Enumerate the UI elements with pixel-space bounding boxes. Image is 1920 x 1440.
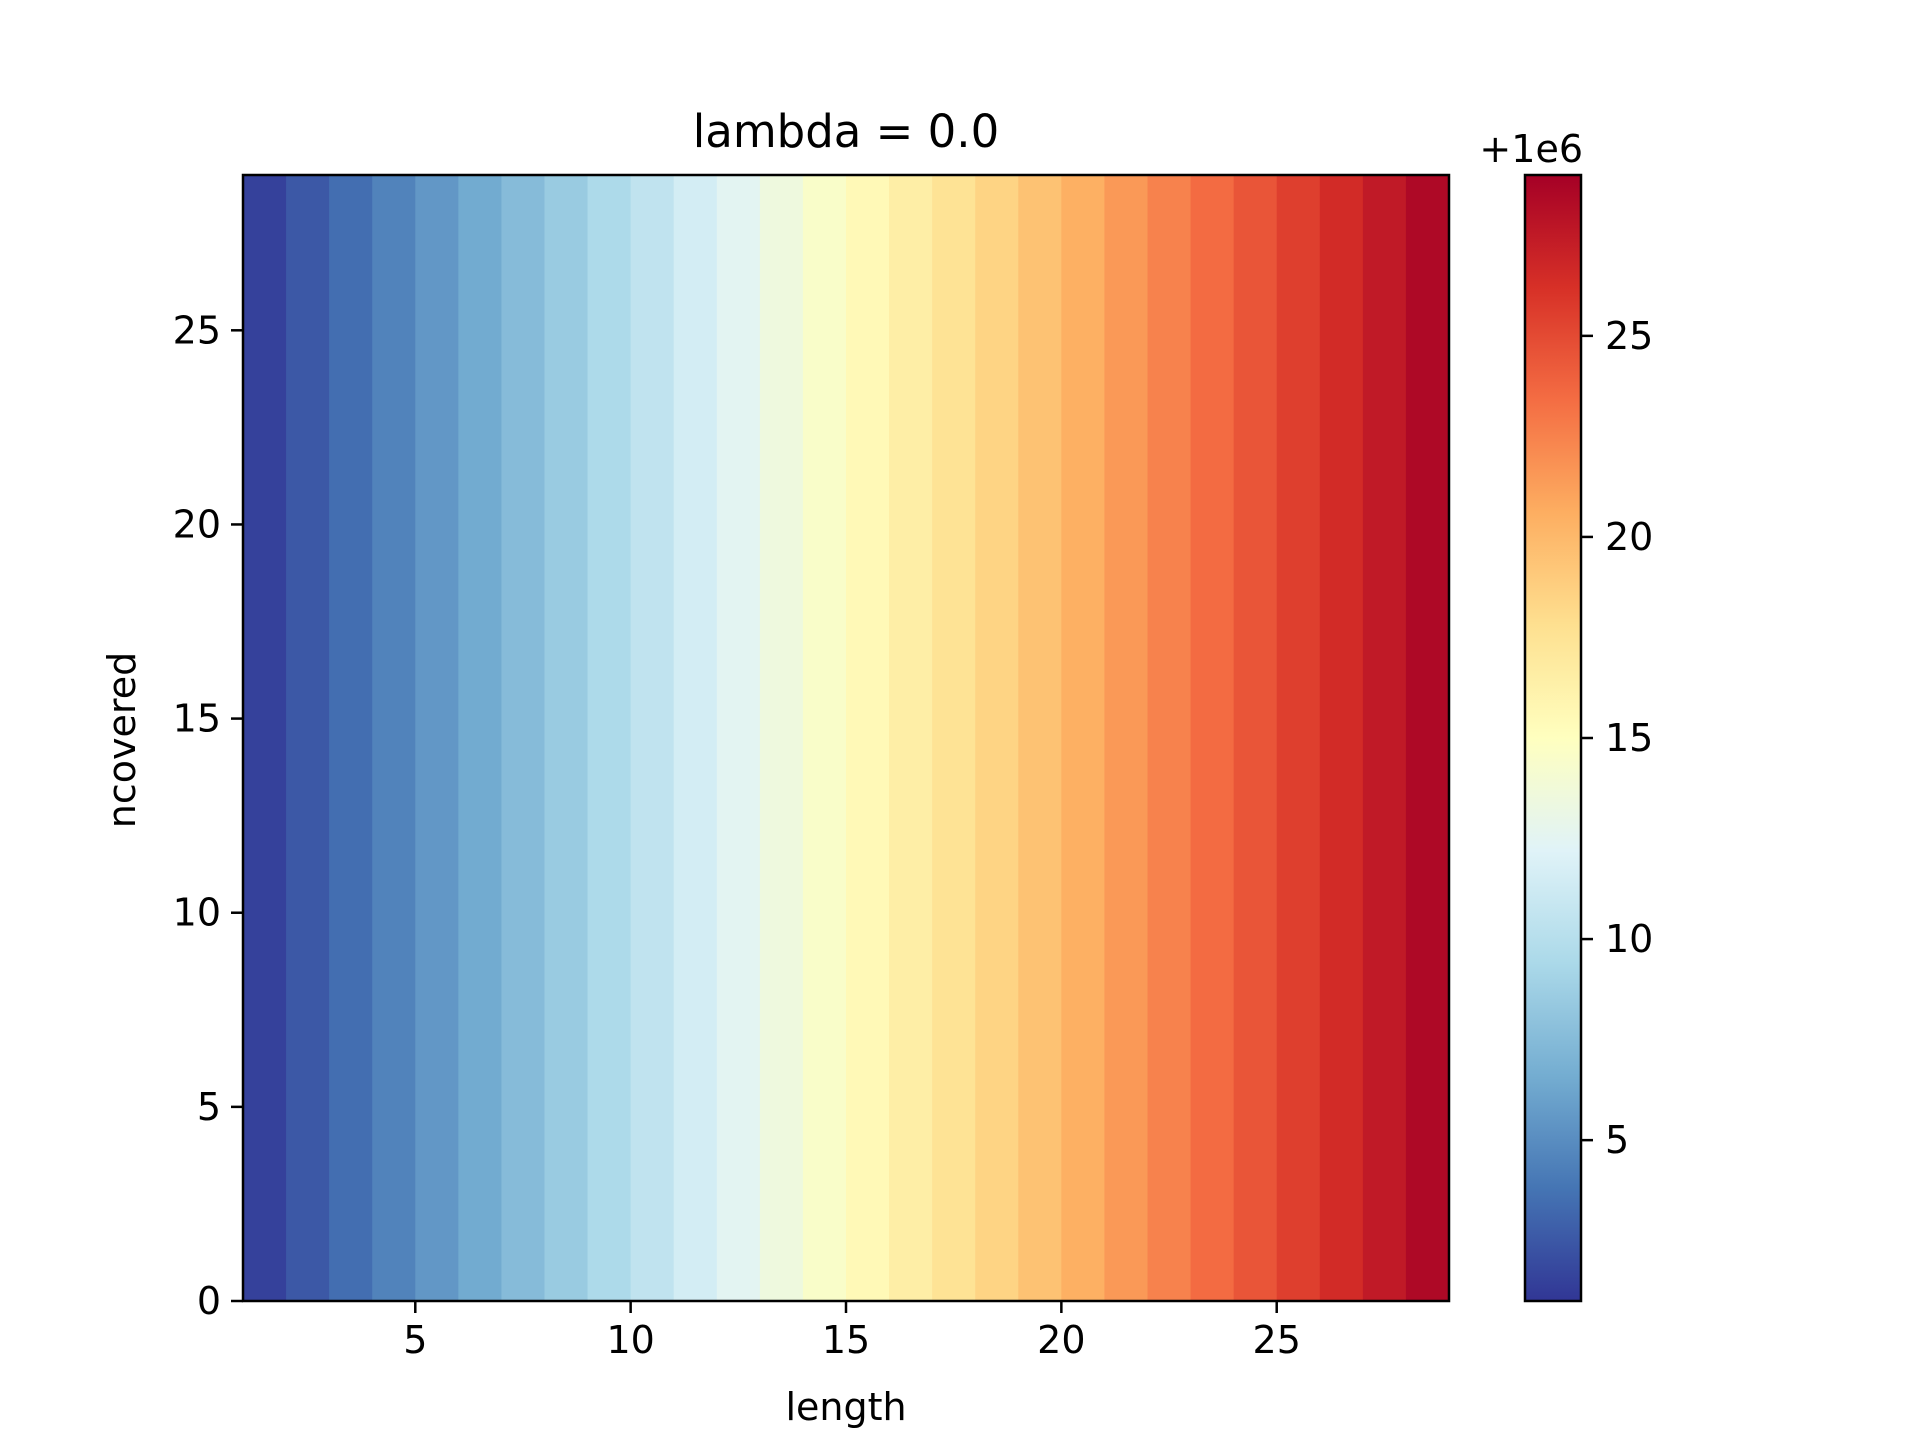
heatmap-column xyxy=(1234,175,1278,1301)
heatmap-column xyxy=(1191,175,1235,1301)
heatmap-column xyxy=(1363,175,1407,1301)
colorbar-tick-label: 5 xyxy=(1605,1118,1629,1162)
heatmap-column xyxy=(243,175,287,1301)
heatmap-column xyxy=(717,175,761,1301)
colorbar-tick-label: 20 xyxy=(1605,515,1653,559)
heatmap-column xyxy=(846,175,890,1301)
heatmap-column xyxy=(286,175,330,1301)
y-tick-label: 10 xyxy=(173,891,221,935)
y-tick-label: 5 xyxy=(197,1085,221,1129)
y-axis-label: ncovered xyxy=(100,652,144,828)
heatmap-column xyxy=(1406,175,1450,1301)
y-tick-label: 15 xyxy=(173,697,221,741)
heatmap-column xyxy=(1148,175,1192,1301)
colorbar-tick-label: 15 xyxy=(1605,716,1653,760)
colorbar-gradient xyxy=(1525,175,1581,1301)
heatmap-column xyxy=(932,175,976,1301)
heatmap-column xyxy=(588,175,632,1301)
x-tick-label: 20 xyxy=(1037,1318,1085,1362)
x-tick-label: 5 xyxy=(403,1318,427,1362)
heatmap-column xyxy=(803,175,847,1301)
colorbar-tick-label: 25 xyxy=(1605,314,1653,358)
x-tick-label: 15 xyxy=(822,1318,870,1362)
heatmap-column xyxy=(1320,175,1364,1301)
heatmap-column xyxy=(329,175,373,1301)
heatmap-column xyxy=(631,175,675,1301)
y-tick-label: 20 xyxy=(173,502,221,546)
heatmap-column xyxy=(458,175,502,1301)
heatmap-column xyxy=(545,175,589,1301)
x-tick-label: 25 xyxy=(1253,1318,1301,1362)
heatmap-column xyxy=(501,175,545,1301)
heatmap-column xyxy=(1061,175,1105,1301)
colorbar-tick-label: 10 xyxy=(1605,917,1653,961)
x-axis-label: length xyxy=(785,1385,906,1429)
y-tick-label: 25 xyxy=(173,308,221,352)
heatmap-column xyxy=(1104,175,1148,1301)
x-tick-label: 10 xyxy=(606,1318,654,1362)
y-tick-label: 0 xyxy=(197,1279,221,1323)
heatmap-column xyxy=(1018,175,1062,1301)
heatmap-column xyxy=(372,175,416,1301)
heatmap-column xyxy=(415,175,459,1301)
chart-title: lambda = 0.0 xyxy=(693,105,1000,158)
colorbar-offset-label: +1e6 xyxy=(1479,127,1583,171)
heatmap-column xyxy=(674,175,718,1301)
heatmap-column xyxy=(760,175,804,1301)
heatmap-column xyxy=(889,175,933,1301)
heatmap-column xyxy=(975,175,1019,1301)
heatmap-cells xyxy=(243,175,1450,1301)
heatmap-column xyxy=(1277,175,1321,1301)
